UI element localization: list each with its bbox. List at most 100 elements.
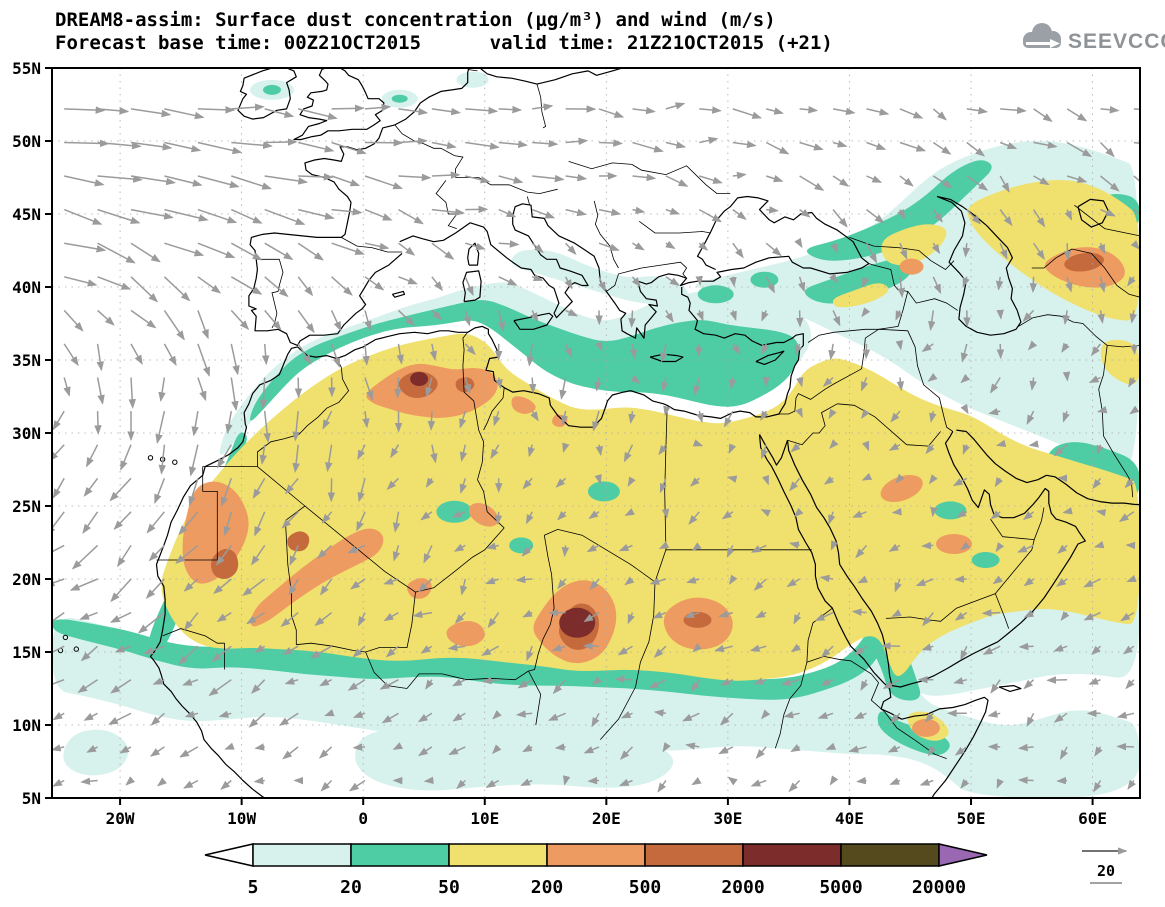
wind-arrow [830, 540, 839, 551]
dust-fill-region [446, 620, 485, 647]
wind-arrow [364, 242, 390, 251]
wind-arrow [1100, 175, 1120, 192]
wind-arrow [598, 276, 606, 292]
wind-arrow [1062, 410, 1070, 423]
wind-arrow [565, 137, 589, 146]
wind-arrow [1018, 642, 1034, 651]
wind-arrow [729, 574, 738, 585]
wind-arrow [357, 478, 366, 503]
wind-arrow [197, 141, 243, 155]
coastline [399, 195, 870, 339]
wind-arrow [383, 611, 399, 622]
wind-arrow [1128, 377, 1137, 388]
wind-arrow [848, 745, 867, 753]
wind-arrow [731, 343, 741, 355]
wind-arrow [657, 780, 667, 793]
wind-arrow [155, 410, 166, 444]
wind-arrow [665, 207, 681, 215]
wind-arrow [822, 376, 834, 387]
wind-arrow [595, 341, 603, 352]
wind-arrow [632, 106, 656, 115]
wind-arrow [281, 511, 299, 529]
wind-arrow [398, 107, 429, 116]
country-border [406, 670, 529, 689]
wind-arrow [150, 712, 165, 726]
wind-arrow [1097, 310, 1105, 324]
wind-arrow [690, 679, 700, 693]
dust-fill-region [263, 84, 281, 95]
wind-arrow [130, 343, 143, 365]
country-border [635, 581, 656, 688]
wind-arrow [564, 276, 573, 290]
wind-arrow [465, 242, 486, 251]
colorbar-segment [350, 843, 450, 867]
wind-arrow [588, 510, 600, 520]
lon-tick-label: 10W [227, 809, 256, 828]
wind-arrow [966, 106, 989, 115]
wind-arrow [653, 709, 666, 717]
wind-arrow [799, 175, 825, 191]
wind-arrow [728, 443, 737, 454]
wind-arrow [962, 276, 970, 288]
wind-arrow [653, 645, 667, 658]
wind-arrow [531, 208, 556, 219]
dust-fill-region [63, 729, 129, 776]
wind-arrow [197, 106, 236, 114]
wind-arrow [298, 173, 334, 181]
colorbar-level-label: 5 [248, 877, 259, 898]
lon-tick-label: 30E [713, 809, 742, 828]
wind-arrow [390, 444, 400, 459]
wind-arrow [1057, 544, 1068, 554]
wind-arrow [52, 477, 65, 499]
country-border [849, 237, 955, 271]
country-border [365, 651, 408, 689]
wind-arrow [464, 276, 474, 297]
wind-arrow [125, 776, 136, 786]
wind-arrow [1097, 405, 1108, 414]
colorbar-level-label: 200 [531, 877, 564, 898]
wind-arrow [163, 309, 185, 341]
coastline [391, 290, 406, 298]
wind-arrow [619, 746, 634, 760]
wind-arrow [251, 544, 266, 566]
wind-arrow [995, 276, 1004, 291]
wind-arrow [1124, 477, 1135, 489]
wind-arrow [517, 679, 533, 689]
wind-arrow [149, 746, 165, 757]
wind-arrow [1000, 106, 1027, 114]
wind-arrow [799, 141, 824, 151]
wind-arrow [1100, 208, 1116, 217]
wind-arrow [52, 678, 65, 688]
wind-arrow [628, 310, 636, 328]
wind-arrow [498, 208, 517, 218]
wind-arrow [530, 410, 539, 422]
country-border [870, 682, 885, 713]
title-line-2: Forecast base time: 00Z21OCT2015 valid t… [55, 32, 833, 54]
wind-arrow [532, 174, 565, 183]
wind-arrow [866, 175, 883, 183]
wind-arrow [565, 242, 577, 256]
wind-arrow [183, 779, 199, 789]
wind-arrow [753, 578, 767, 591]
wind-arrow [63, 377, 71, 397]
wind-arrow [420, 645, 433, 654]
wind-arrow [853, 711, 867, 720]
wind-arrow [420, 511, 433, 521]
wind-arrow [158, 444, 167, 475]
wind-arrow [64, 276, 98, 287]
wind-arrow [788, 779, 801, 793]
wind-arrow [718, 746, 734, 755]
wind-arrow [259, 444, 267, 465]
country-border [467, 69, 478, 72]
country-border [1031, 248, 1140, 298]
wind-arrow [732, 140, 757, 149]
wind-arrow [398, 137, 428, 145]
map: 55N 50N 45N 40N 35N 30N 25N 20N 15N 10N 5N 20W 10W 0 1… [12, 59, 1141, 828]
wind-arrow [732, 171, 747, 180]
wind-arrow [663, 405, 671, 416]
wind-arrow [1060, 611, 1070, 621]
wind-arrow [292, 444, 300, 473]
wind-arrow [799, 208, 811, 218]
wind-arrow [197, 276, 222, 294]
